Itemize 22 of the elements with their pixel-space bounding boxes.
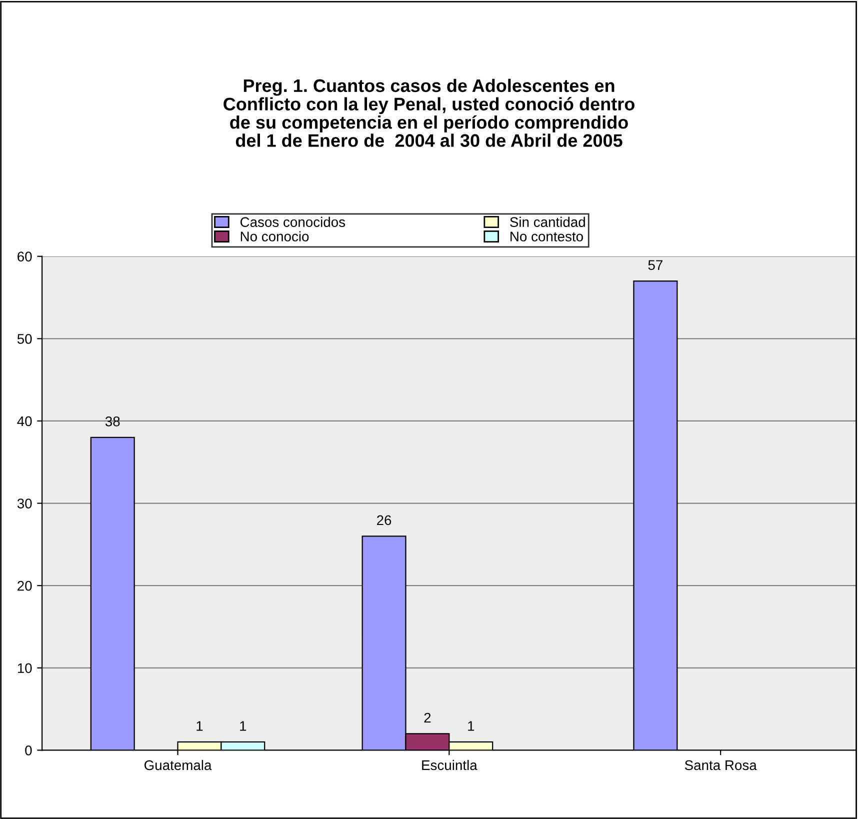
data-label: 2 [424,712,431,723]
y-tick-label: 60 [18,252,32,262]
data-label: 26 [377,515,392,526]
data-label: 38 [105,416,120,426]
x-tick-label: Santa Rosa [684,760,757,770]
y-tick-label: 0 [25,746,32,756]
y-tick-label: 40 [17,416,32,426]
x-tick-label: Escuintla [422,760,478,770]
legend-label: No conocio [240,231,309,242]
legend-label: No contesto [510,232,583,242]
legend-label: Casos conocidos [240,216,346,227]
data-label: 57 [648,260,662,270]
chart-title: Preg. 1. Cuantos casos de Adolescentes en Conflicto con la ley Penal, usted conoció dentro de su competencia en el período comprendido del 1 de Enero de 2004 al 30 de Abril de 2005 [224,78,634,147]
legend-label: Sin cantidad [510,216,585,227]
data-label: 1 [196,721,203,731]
x-tick-label: Guatemala [144,760,212,770]
y-tick-label: 10 [18,663,32,674]
y-tick-label: 20 [18,580,32,591]
y-tick-label: 50 [17,334,32,344]
y-tick-label: 30 [17,498,32,508]
data-label: 1 [468,721,474,731]
data-label: 1 [240,721,246,731]
